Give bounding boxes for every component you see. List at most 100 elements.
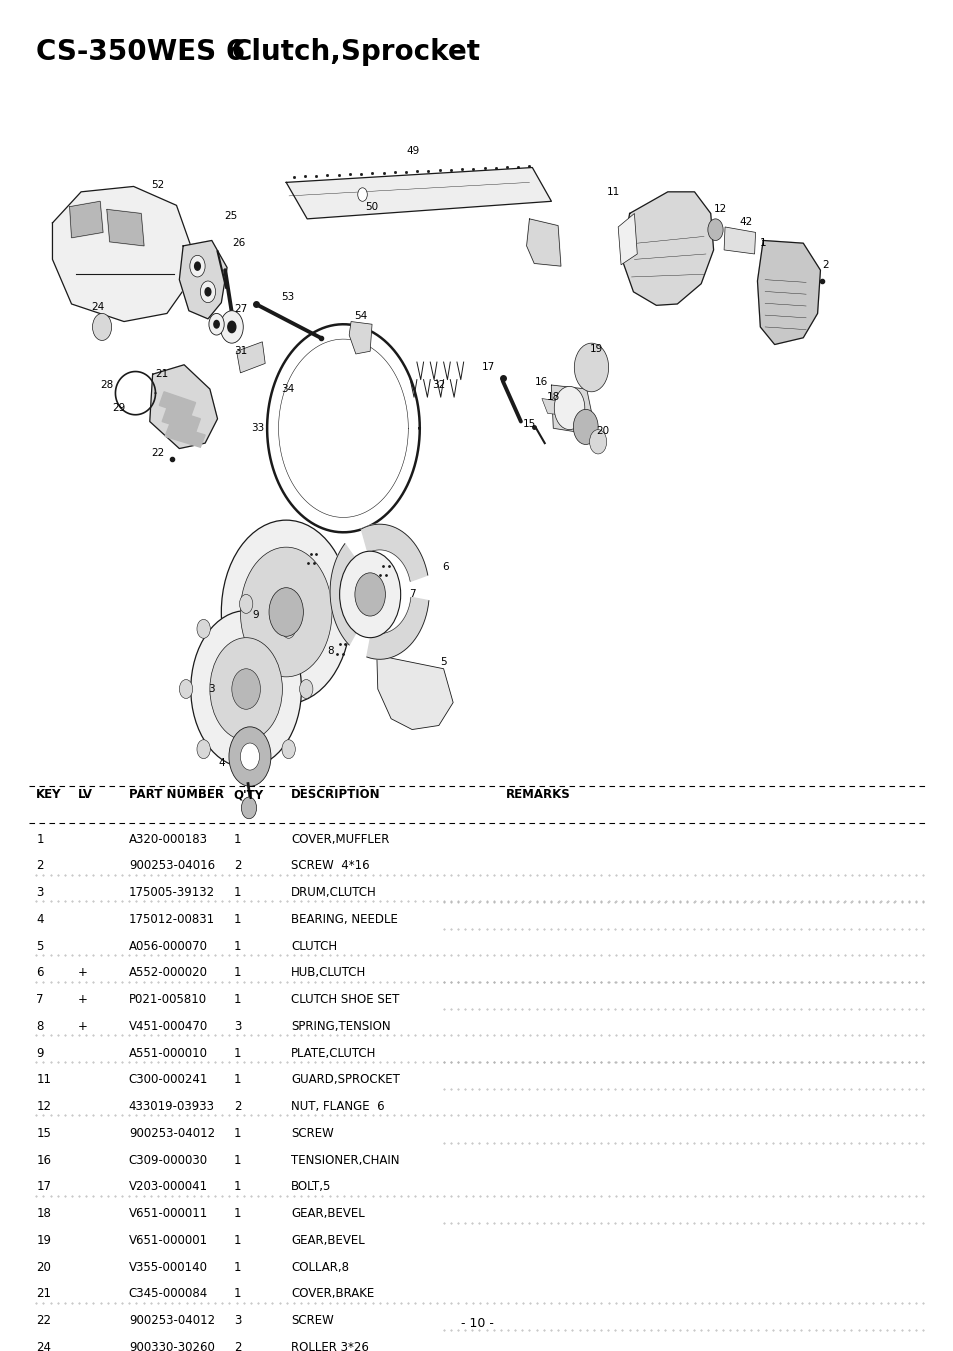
Circle shape (196, 619, 210, 638)
Text: SCREW  4*16: SCREW 4*16 (291, 859, 369, 873)
Text: 12: 12 (713, 204, 726, 215)
Circle shape (269, 588, 303, 636)
Circle shape (241, 797, 256, 819)
Polygon shape (551, 385, 591, 432)
Polygon shape (150, 365, 217, 449)
Text: 12: 12 (36, 1100, 51, 1113)
Text: 4: 4 (218, 758, 224, 769)
Text: 42: 42 (739, 216, 752, 227)
Text: V355-000140: V355-000140 (129, 1260, 208, 1274)
Circle shape (707, 219, 722, 240)
Text: A320-000183: A320-000183 (129, 832, 208, 846)
Polygon shape (107, 209, 144, 246)
Text: 33: 33 (251, 423, 264, 434)
Text: 900253-04016: 900253-04016 (129, 859, 214, 873)
Circle shape (210, 638, 282, 740)
Text: 21: 21 (155, 369, 169, 380)
Circle shape (229, 727, 271, 786)
Text: V651-000001: V651-000001 (129, 1233, 208, 1247)
Text: PART NUMBER: PART NUMBER (129, 788, 224, 801)
Circle shape (282, 619, 295, 638)
Circle shape (228, 322, 235, 332)
Text: C309-000030: C309-000030 (129, 1154, 208, 1167)
Circle shape (213, 320, 219, 328)
Text: 8: 8 (328, 646, 334, 657)
Text: 1: 1 (233, 1288, 241, 1301)
Text: 25: 25 (224, 211, 237, 222)
Text: 9: 9 (253, 609, 258, 620)
Text: 19: 19 (36, 1233, 51, 1247)
Text: - 10 -: - 10 - (460, 1317, 493, 1331)
Text: +: + (78, 1020, 88, 1034)
Circle shape (339, 551, 400, 638)
Text: 7: 7 (36, 993, 44, 1006)
Text: 1: 1 (233, 1127, 241, 1140)
Text: CLUTCH: CLUTCH (291, 940, 336, 952)
Text: 1: 1 (233, 1047, 241, 1059)
Text: V451-000470: V451-000470 (129, 1020, 208, 1034)
Text: CS-350WES 6: CS-350WES 6 (36, 38, 245, 66)
Circle shape (190, 255, 205, 277)
Circle shape (220, 311, 243, 343)
Text: 6: 6 (36, 966, 44, 979)
Circle shape (221, 520, 351, 704)
Text: 900253-04012: 900253-04012 (129, 1315, 214, 1327)
Text: 22: 22 (151, 447, 164, 458)
Text: HUB,CLUTCH: HUB,CLUTCH (291, 966, 366, 979)
Text: BOLT,5: BOLT,5 (291, 1181, 331, 1193)
Text: 3: 3 (36, 886, 44, 900)
Polygon shape (330, 543, 360, 644)
Polygon shape (70, 201, 103, 238)
Polygon shape (349, 322, 372, 354)
Text: 17: 17 (481, 362, 495, 373)
Text: V203-000041: V203-000041 (129, 1181, 208, 1193)
Text: 1: 1 (233, 1181, 241, 1193)
Text: GEAR,BEVEL: GEAR,BEVEL (291, 1233, 364, 1247)
Polygon shape (541, 399, 573, 416)
Text: COLLAR,8: COLLAR,8 (291, 1260, 349, 1274)
Text: TENSIONER,CHAIN: TENSIONER,CHAIN (291, 1154, 399, 1167)
Text: 22: 22 (36, 1315, 51, 1327)
Polygon shape (159, 392, 195, 416)
Circle shape (239, 594, 253, 613)
Polygon shape (179, 240, 227, 319)
Text: V651-000011: V651-000011 (129, 1208, 208, 1220)
Text: 433019-03933: 433019-03933 (129, 1100, 214, 1113)
Text: DESCRIPTION: DESCRIPTION (291, 788, 380, 801)
Text: 34: 34 (281, 384, 294, 394)
Text: 5: 5 (36, 940, 44, 952)
Text: KEY: KEY (36, 788, 62, 801)
Polygon shape (52, 186, 191, 322)
Text: REMARKS: REMARKS (505, 788, 570, 801)
Text: SCREW: SCREW (291, 1127, 334, 1140)
Polygon shape (165, 424, 205, 447)
Text: 27: 27 (234, 304, 248, 315)
Text: C345-000084: C345-000084 (129, 1288, 208, 1301)
Text: 20: 20 (596, 426, 609, 436)
Text: 3: 3 (233, 1020, 241, 1034)
Text: 2: 2 (233, 1100, 241, 1113)
Text: COVER,BRAKE: COVER,BRAKE (291, 1288, 374, 1301)
Text: GUARD,SPROCKET: GUARD,SPROCKET (291, 1074, 399, 1086)
Text: 900253-04012: 900253-04012 (129, 1127, 214, 1140)
Polygon shape (361, 524, 427, 581)
Text: 1: 1 (233, 913, 241, 925)
Circle shape (589, 430, 606, 454)
Text: 28: 28 (100, 380, 113, 390)
Text: 16: 16 (535, 377, 548, 388)
Text: 24: 24 (91, 301, 105, 312)
Text: Q'TY: Q'TY (233, 788, 264, 801)
Circle shape (232, 669, 260, 709)
Text: 17: 17 (36, 1181, 51, 1193)
Polygon shape (757, 240, 820, 345)
Text: 1: 1 (233, 993, 241, 1006)
Text: ROLLER 3*26: ROLLER 3*26 (291, 1342, 369, 1351)
Text: 31: 31 (233, 346, 247, 357)
Text: 11: 11 (606, 186, 619, 197)
Text: 19: 19 (589, 343, 602, 354)
Text: 6: 6 (442, 562, 448, 573)
Text: 2: 2 (36, 859, 44, 873)
Text: CLUTCH SHOE SET: CLUTCH SHOE SET (291, 993, 399, 1006)
Text: NUT, FLANGE  6: NUT, FLANGE 6 (291, 1100, 384, 1113)
Text: 32: 32 (432, 380, 445, 390)
